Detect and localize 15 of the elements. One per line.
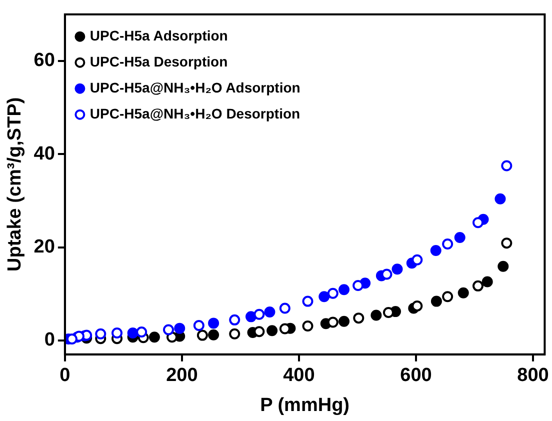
x-tick-label: 0 xyxy=(60,365,70,386)
y-tick-label: 40 xyxy=(34,143,55,164)
x-tick-label: 600 xyxy=(400,365,432,386)
x-tick-label: 400 xyxy=(283,365,315,386)
x-axis-title: P (mmHg) xyxy=(260,394,350,416)
legend-label: UPC-H5a Desorption xyxy=(90,53,228,70)
y-tick-label: 20 xyxy=(34,236,55,258)
y-tick-label: 60 xyxy=(34,50,55,72)
y-tick-label: 0 xyxy=(44,330,55,351)
legend-label: UPC-H5a@NH₃•H₂O Adsorption xyxy=(90,79,300,96)
x-tick-label: 200 xyxy=(166,365,198,386)
legend-label: UPC-H5a Adsorption xyxy=(90,27,228,44)
x-tick-label: 800 xyxy=(517,365,549,386)
y-axis-title: Uptake (cm³/g,STP) xyxy=(4,97,26,272)
legend-label: UPC-H5a@NH₃•H₂O Desorption xyxy=(90,105,300,122)
